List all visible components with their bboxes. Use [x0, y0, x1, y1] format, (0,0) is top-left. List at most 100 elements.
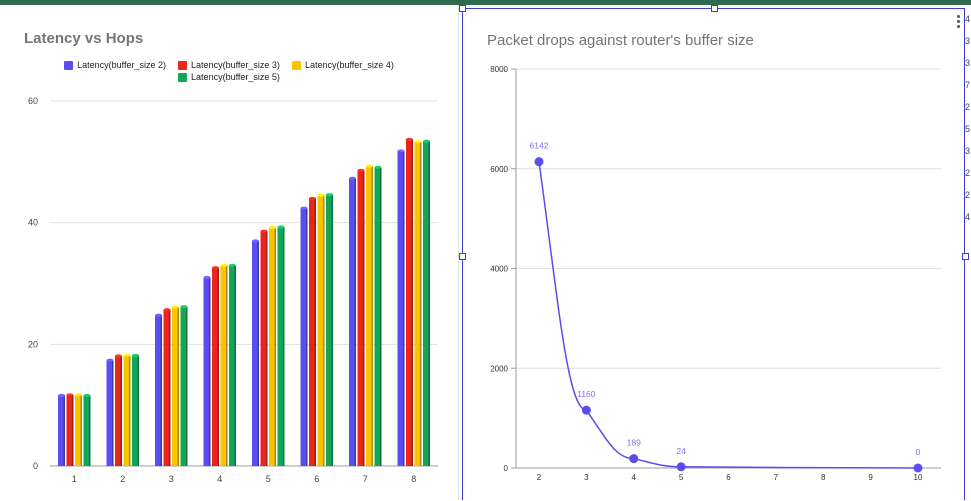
cell-fragment: 4	[965, 14, 971, 24]
bar	[106, 360, 114, 466]
bar-side-shade	[371, 166, 373, 466]
bar-top-cap	[163, 308, 171, 312]
x-tick-label: 9	[868, 473, 873, 482]
bar-side-shade	[331, 194, 333, 466]
bar-top-cap	[75, 393, 82, 397]
cell-fragment: 3	[965, 146, 971, 156]
bar-side-shade	[137, 355, 139, 466]
legend-item: Latency(buffer_size 3)	[178, 60, 280, 70]
data-point	[581, 405, 591, 415]
latency-bar-chart: 0 20 40 60 1 2 3 4 5 6 7 8	[28, 96, 438, 484]
x-tick-label: 2	[120, 474, 125, 484]
bar	[423, 141, 430, 466]
x-tick-label: 4	[217, 474, 222, 484]
cell-fragment: 2	[965, 102, 971, 112]
bar-side-shade	[226, 265, 228, 466]
bar-top-cap	[317, 193, 325, 197]
bar	[309, 198, 316, 467]
bar-side-shade	[283, 226, 285, 466]
y-tick-label: 40	[28, 218, 38, 228]
bar	[260, 231, 268, 466]
bar-top-cap	[203, 275, 211, 279]
bar	[277, 226, 285, 466]
bar	[115, 355, 122, 466]
bar-side-shade	[234, 265, 236, 466]
bar	[374, 167, 382, 466]
packet-drops-line-chart: 0 2000 4000 6000 8000 2 3 4 5 6 7 8 9 10 6142 1160 189 24…	[490, 65, 941, 482]
bar-top-cap	[326, 193, 333, 197]
bar-top-cap	[269, 226, 276, 230]
bar-top-cap	[172, 305, 179, 309]
bar	[212, 267, 219, 466]
bar-side-shade	[403, 150, 405, 466]
y-tick-label: 20	[28, 339, 38, 349]
chart-title: Latency vs Hops	[24, 30, 144, 47]
resize-handle-middle-left[interactable]	[459, 253, 466, 260]
bar	[300, 208, 308, 467]
legend-item: Latency(buffer_size 5)	[178, 72, 280, 82]
bar-side-shade	[112, 360, 114, 466]
bar-top-cap	[66, 393, 74, 397]
resize-handle-top-center[interactable]	[711, 5, 718, 12]
y-tick-label: 6000	[490, 165, 508, 174]
bar	[203, 277, 211, 466]
latency-chart-panel[interactable]: Latency vs Hops Latency(buffer_size 2) L…	[0, 5, 459, 500]
data-point	[629, 454, 639, 464]
data-label: 189	[627, 438, 641, 448]
x-tick-label: 8	[821, 473, 826, 482]
bar	[349, 178, 356, 466]
data-label: 6142	[530, 141, 549, 151]
legend-swatch	[291, 60, 301, 70]
bar-side-shade	[274, 227, 276, 466]
bar-side-shade	[186, 306, 188, 466]
y-tick-label: 4000	[490, 265, 508, 274]
bar	[229, 265, 236, 466]
x-tick-label: 8	[411, 474, 416, 484]
top-app-bar	[0, 0, 971, 5]
bar-top-cap	[132, 353, 139, 357]
bar-side-shade	[129, 355, 131, 466]
legend-item: Latency(buffer_size 2)	[64, 60, 166, 70]
bar-top-cap	[414, 140, 422, 144]
bar-top-cap	[220, 263, 228, 267]
data-label: 24	[676, 446, 686, 456]
x-tick-label: 3	[584, 473, 589, 482]
bar-top-cap	[366, 164, 373, 168]
bar	[180, 306, 188, 466]
bar	[220, 265, 228, 466]
bar	[155, 315, 162, 466]
legend-item: Latency(buffer_size 4)	[291, 60, 394, 70]
y-tick-label: 0	[33, 461, 38, 471]
legend-label: Latency(buffer_size 3)	[191, 60, 280, 70]
bar	[317, 195, 325, 466]
bar-side-shade	[266, 231, 268, 466]
x-tick-label: 6	[314, 474, 319, 484]
bar	[414, 141, 422, 466]
bar-top-cap	[406, 137, 413, 141]
bar-top-cap	[229, 263, 236, 267]
adjacent-sheet-cells: 4 3 3 7 2 5 3 2 2 4	[965, 8, 971, 268]
bar-side-shade	[169, 309, 171, 466]
y-tick-label: 0	[504, 464, 509, 473]
bar	[58, 395, 65, 466]
resize-handle-middle-right[interactable]	[962, 253, 969, 260]
legend-swatch	[64, 60, 74, 70]
x-tick-label: 2	[537, 473, 542, 482]
legend-swatch	[178, 60, 188, 70]
data-label: 1160	[577, 389, 596, 399]
bar-side-shade	[257, 240, 259, 466]
data-label: 0	[916, 447, 921, 457]
chart-menu-icon[interactable]	[957, 15, 961, 30]
bar-top-cap	[155, 313, 162, 317]
bar-top-cap	[349, 176, 356, 180]
bar-side-shade	[177, 307, 179, 466]
bar	[366, 166, 373, 466]
resize-handle-top-left[interactable]	[459, 5, 466, 12]
bar-top-cap	[180, 305, 188, 309]
bar-top-cap	[300, 206, 308, 210]
packet-drops-chart-panel[interactable]: Packet drops against router's buffer siz…	[462, 8, 965, 500]
y-tick-label: 60	[28, 96, 38, 106]
y-tick-label: 2000	[490, 364, 508, 373]
x-tick-label: 1	[72, 474, 77, 484]
bar-side-shade	[160, 315, 162, 466]
